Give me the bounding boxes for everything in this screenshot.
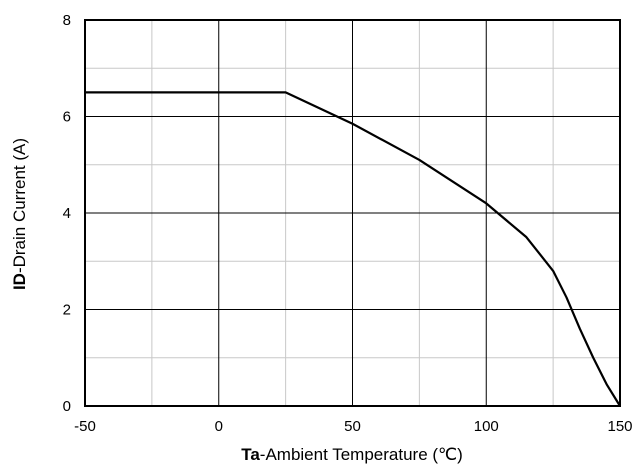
x-tick-label: 50 bbox=[344, 418, 361, 435]
y-tick-label: 8 bbox=[63, 12, 71, 29]
drain-current-curve bbox=[85, 91, 621, 407]
x-axis-title-bold: Ta bbox=[241, 445, 260, 464]
y-axis-title-rest: -Drain Current (A) bbox=[10, 138, 29, 273]
y-axis-title-bold: ID bbox=[10, 273, 29, 290]
x-tick-label: 0 bbox=[215, 418, 223, 435]
x-axis-title-rest: -Ambient Temperature (℃) bbox=[260, 445, 463, 464]
y-tick-label: 2 bbox=[63, 302, 71, 319]
major-gridlines bbox=[85, 20, 620, 406]
y-tick-label: 4 bbox=[63, 205, 71, 222]
y-tick-label: 0 bbox=[63, 398, 71, 415]
y-tick-labels: 0 2 4 6 8 bbox=[63, 12, 71, 415]
x-tick-labels: -50 0 50 100 150 bbox=[74, 418, 632, 435]
y-tick-label: 6 bbox=[63, 109, 71, 126]
x-tick-label: -50 bbox=[74, 418, 96, 435]
y-axis-title: ID-Drain Current (A) bbox=[10, 138, 29, 290]
x-tick-label: 100 bbox=[474, 418, 499, 435]
x-tick-label: 150 bbox=[607, 418, 632, 435]
x-axis-title: Ta-Ambient Temperature (℃) bbox=[241, 445, 463, 464]
plot-frame bbox=[84, 19, 621, 407]
